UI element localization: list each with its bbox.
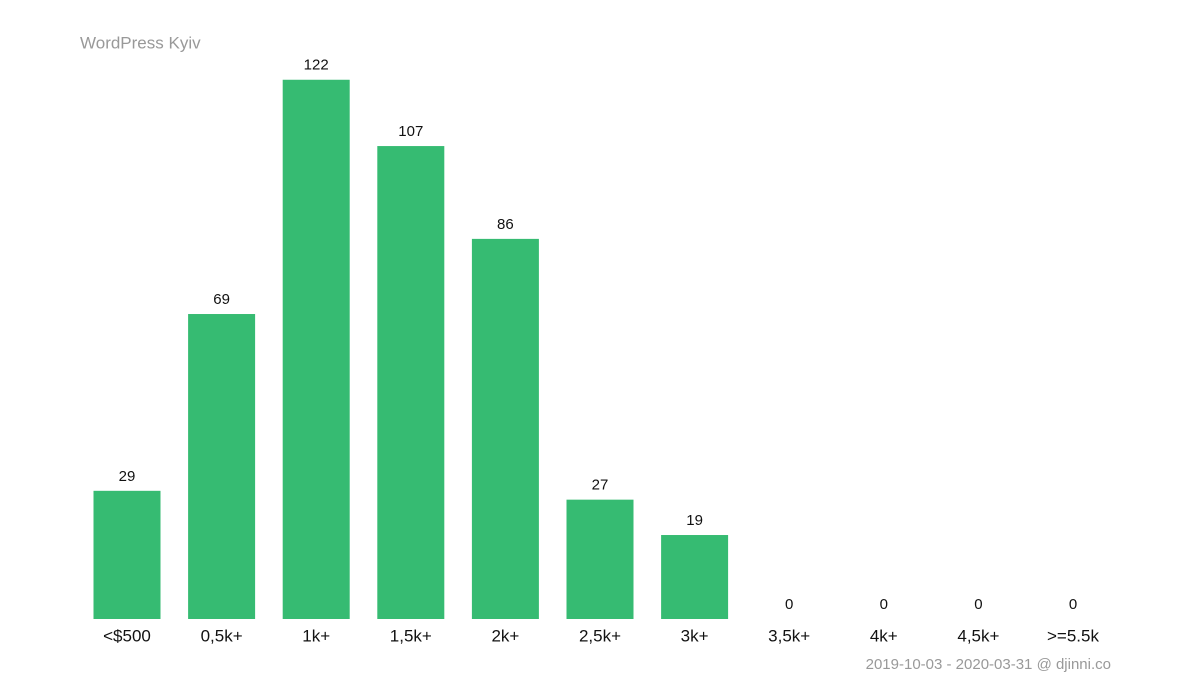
value-label: 86	[497, 216, 514, 233]
x-tick-label: 2,5k+	[579, 626, 621, 645]
bar	[566, 499, 634, 619]
x-tick-label: 3,5k+	[768, 626, 810, 645]
bar	[471, 238, 539, 619]
x-tick-label: 1k+	[302, 626, 330, 645]
x-tick-label: 4k+	[870, 626, 898, 645]
bar	[93, 490, 161, 619]
value-label: 107	[398, 123, 423, 140]
value-label: 19	[686, 512, 703, 529]
x-tick-label: <$500	[103, 626, 151, 645]
x-tick-label: 1,5k+	[390, 626, 432, 645]
x-tick-label: 4,5k+	[957, 626, 999, 645]
chart-title: WordPress Kyiv	[80, 33, 201, 52]
x-tick-label: 2k+	[491, 626, 519, 645]
x-tick-label: 3k+	[681, 626, 709, 645]
value-label: 29	[119, 468, 136, 485]
value-label: 0	[974, 596, 982, 613]
value-label: 27	[592, 477, 609, 494]
value-label: 0	[880, 596, 888, 613]
bar	[282, 79, 350, 619]
bar	[661, 535, 729, 619]
footer: 2019-10-03 - 2020-03-31 @ djinni.co	[866, 656, 1111, 673]
bar	[377, 146, 445, 619]
x-tick-label: 0,5k+	[201, 626, 243, 645]
value-label: 0	[785, 596, 793, 613]
value-label: 122	[304, 57, 329, 74]
bar	[188, 314, 256, 619]
x-tick-label: >=5.5k	[1047, 626, 1099, 645]
value-label: 69	[213, 291, 230, 308]
value-label: 0	[1069, 596, 1077, 613]
